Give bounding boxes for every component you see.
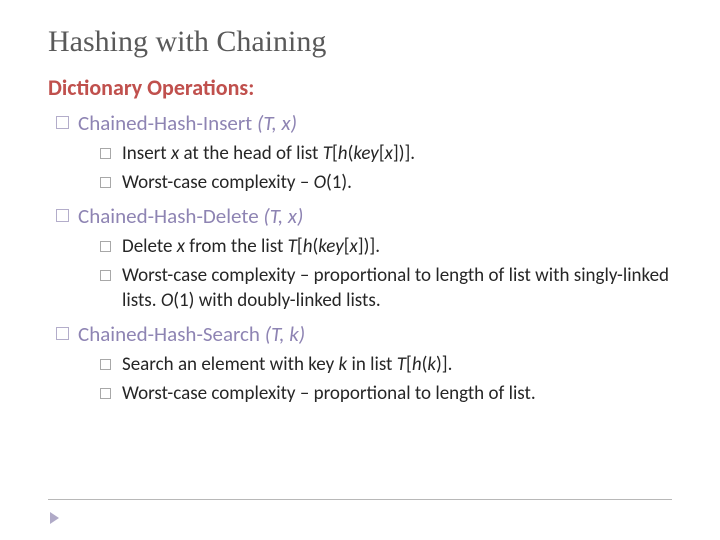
t: O	[161, 289, 173, 312]
t: in list	[347, 353, 397, 376]
op-params: (T, k)	[265, 321, 305, 347]
t: at the head of list	[179, 142, 323, 165]
t: from the list	[185, 235, 288, 258]
t: x	[350, 235, 358, 258]
t: key	[353, 142, 378, 165]
t: O	[314, 171, 326, 194]
op-params: (T, x)	[257, 110, 297, 136]
t: Delete	[122, 235, 177, 258]
t: Worst-case complexity – proportional to …	[122, 382, 536, 405]
footer-divider	[48, 499, 672, 500]
t: x	[171, 142, 179, 165]
t: x	[177, 235, 185, 258]
op-insert: Chained-Hash-Insert (T, x) Insert x at t…	[48, 109, 672, 196]
op-search: Chained-Hash-Search (T, k) Search an ele…	[48, 320, 672, 407]
t: )].	[436, 353, 452, 376]
t: ])].	[393, 142, 415, 165]
sub-item: Worst-case complexity – proportional to …	[98, 381, 672, 407]
sub-item: Insert x at the head of list T[h(key[x])…	[98, 141, 672, 167]
t: h	[412, 353, 422, 376]
op-params: (T, x)	[263, 203, 303, 229]
op-name: Chained-Hash-Search	[78, 321, 265, 347]
slide-subtitle: Dictionary Operations:	[48, 74, 672, 101]
sub-list: Insert x at the head of list T[h(key[x])…	[48, 141, 672, 195]
t: h	[338, 142, 348, 165]
t: (1) with doubly-linked lists.	[173, 289, 380, 312]
t: T	[288, 235, 297, 258]
t: key	[318, 235, 343, 258]
t: k	[339, 353, 348, 376]
sub-item: Worst-case complexity – O(1).	[98, 170, 672, 196]
op-delete: Chained-Hash-Delete (T, x) Delete x from…	[48, 202, 672, 314]
op-head: Chained-Hash-Insert (T, x)	[48, 109, 672, 137]
op-head: Chained-Hash-Search (T, k)	[48, 320, 672, 348]
sub-item: Search an element with key k in list T[h…	[98, 352, 672, 378]
t: T	[323, 142, 332, 165]
op-name: Chained-Hash-Delete	[78, 203, 263, 229]
t: k	[427, 353, 436, 376]
t: (1).	[326, 171, 352, 194]
sub-list: Search an element with key k in list T[h…	[48, 352, 672, 406]
t: x	[385, 142, 393, 165]
slide-title: Hashing with Chaining	[48, 24, 672, 60]
op-name: Chained-Hash-Insert	[78, 110, 257, 136]
t: Worst-case complexity –	[122, 171, 314, 194]
t: ])].	[358, 235, 380, 258]
op-head: Chained-Hash-Delete (T, x)	[48, 202, 672, 230]
sub-item: Delete x from the list T[h(key[x])].	[98, 234, 672, 260]
t: Insert	[122, 142, 171, 165]
next-arrow-icon	[50, 512, 59, 524]
sub-list: Delete x from the list T[h(key[x])]. Wor…	[48, 234, 672, 314]
t: T	[397, 353, 406, 376]
t: Search an element with key	[122, 353, 339, 376]
sub-item: Worst-case complexity – proportional to …	[98, 263, 672, 314]
operations-list: Chained-Hash-Insert (T, x) Insert x at t…	[48, 109, 672, 407]
